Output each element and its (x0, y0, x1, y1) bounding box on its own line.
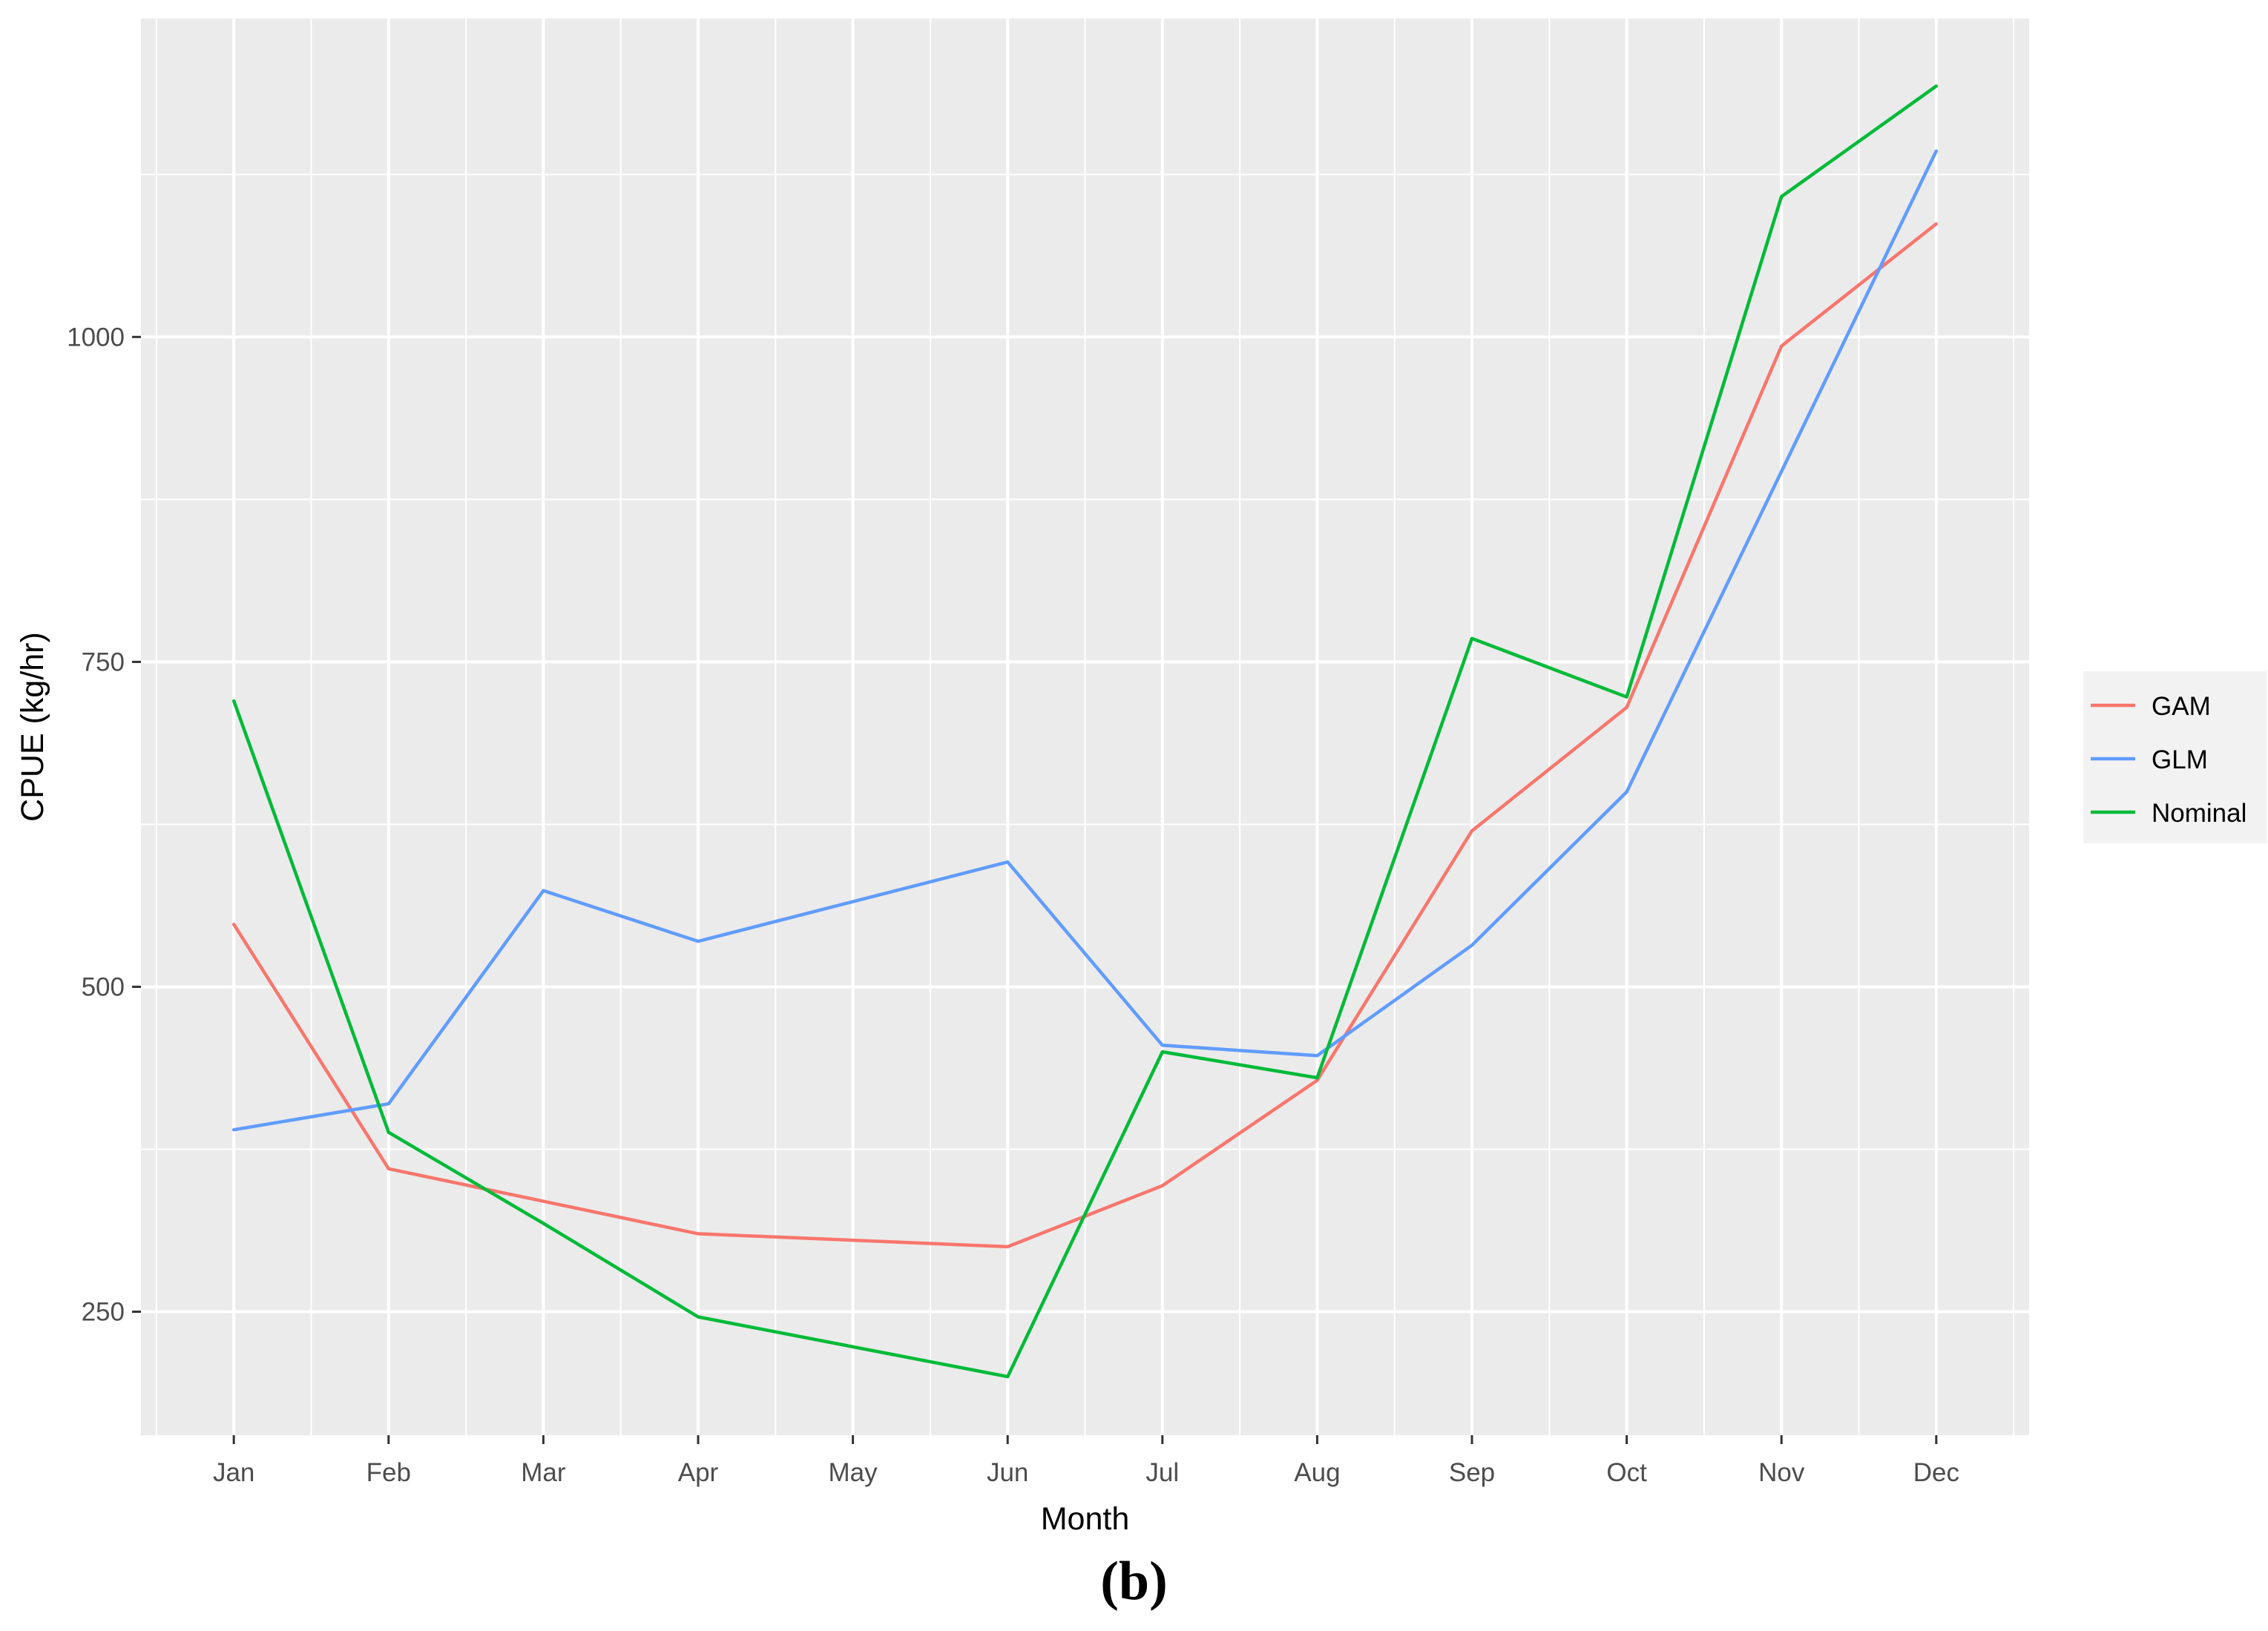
y-tick-label: 500 (82, 972, 125, 1001)
x-tick-label: Jul (1145, 1458, 1179, 1487)
x-tick-label: Dec (1913, 1458, 1959, 1487)
x-tick-label: Jun (987, 1458, 1028, 1487)
y-tick-label: 1000 (67, 323, 125, 352)
series-line-nominal (231, 84, 1939, 1379)
axes: Jan Feb Mar Apr May Jun Jul Aug Sep Oct Nov Dec 250 5… (67, 323, 1959, 1487)
legend: GAM GLM Nominal (2083, 671, 2267, 843)
x-tick-label: Jan (213, 1458, 254, 1487)
x-tick-label: Oct (1606, 1458, 1647, 1487)
x-tick-label: Sep (1449, 1458, 1495, 1487)
x-tick-label: Apr (678, 1458, 719, 1487)
x-tick-label: Mar (521, 1458, 566, 1487)
x-tick-label: Nov (1758, 1458, 1805, 1487)
series-line-gam (231, 222, 1939, 1249)
y-tick-label: 750 (82, 648, 125, 676)
series-lines (231, 84, 1939, 1379)
minor-gridlines (141, 19, 2029, 1435)
x-tick-label: Aug (1294, 1458, 1340, 1487)
x-tick-label: Feb (367, 1458, 411, 1487)
y-tick-label: 250 (82, 1298, 125, 1327)
legend-label: Nominal (2152, 799, 2246, 828)
x-tick-label: May (829, 1458, 878, 1487)
legend-label: GLM (2152, 745, 2208, 774)
panel-label: (b) (1100, 1551, 1168, 1612)
x-axis-title: Month (1041, 1501, 1130, 1537)
legend-label: GAM (2152, 692, 2211, 721)
series-line-glm (231, 149, 1939, 1132)
major-gridlines (141, 19, 2029, 1435)
y-axis-title: CPUE (kg/hr) (15, 632, 50, 822)
